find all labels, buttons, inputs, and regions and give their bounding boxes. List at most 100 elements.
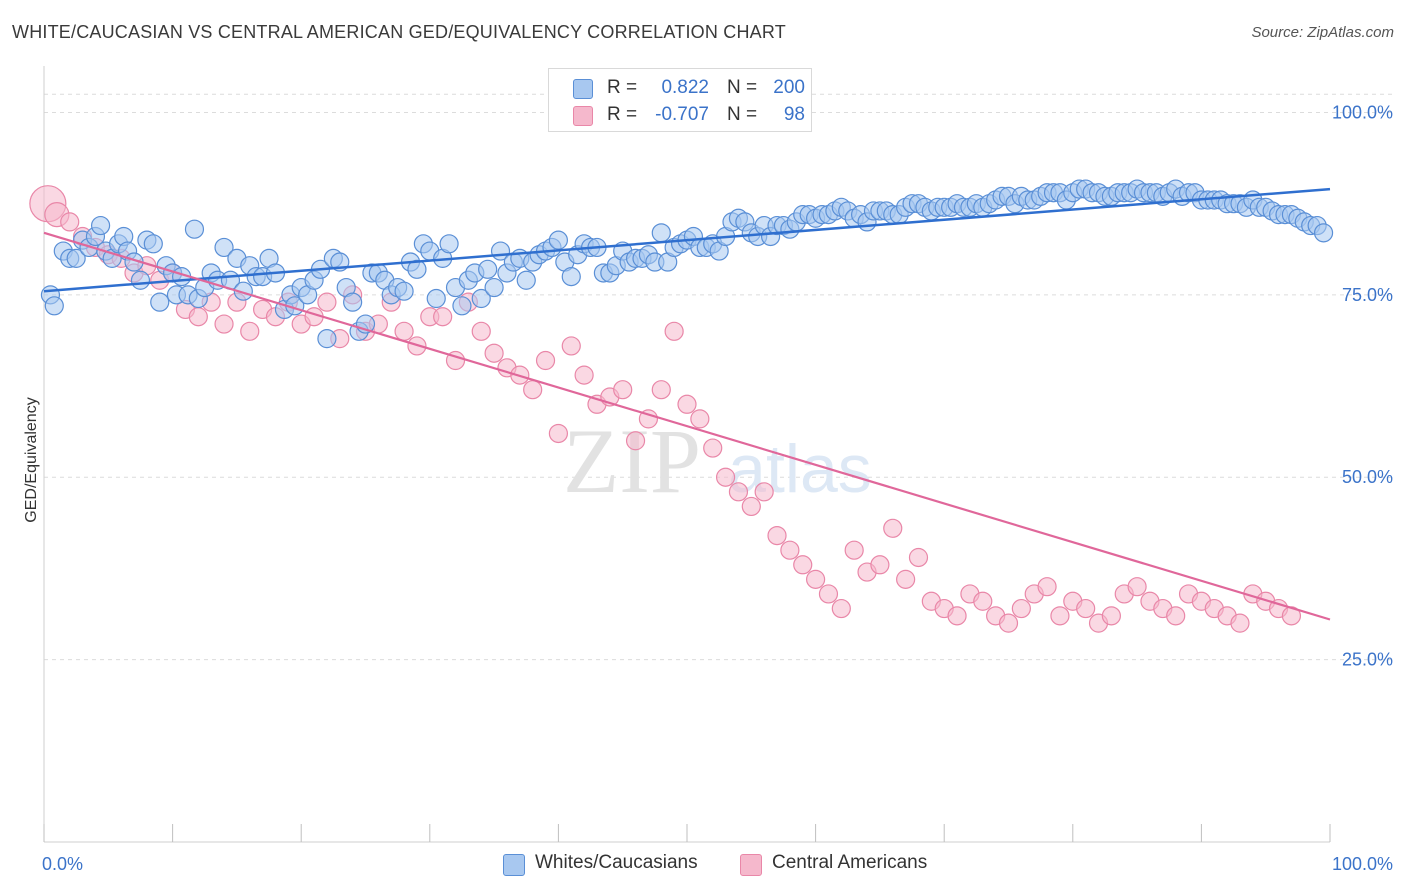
y-tick-label: 100.0% <box>1332 102 1393 122</box>
central-point <box>1230 613 1250 633</box>
white-point <box>516 270 536 290</box>
central-point <box>664 321 684 341</box>
series-swatch-central <box>740 854 762 876</box>
central-point <box>728 482 749 502</box>
white-point <box>143 234 163 254</box>
central-americans-points <box>29 185 1302 633</box>
white-point <box>561 267 581 287</box>
central-point <box>651 380 671 400</box>
central-point <box>1011 598 1031 619</box>
central-point <box>677 394 697 414</box>
central-point <box>60 212 80 232</box>
central-point <box>548 423 569 444</box>
central-point <box>1127 577 1147 597</box>
legend-n-label: N = <box>727 104 758 125</box>
stats-legend: R = 0.822 N = 200 R = -0.707 N = 98 <box>548 68 812 132</box>
central-point <box>780 540 800 560</box>
chart-title: WHITE/CAUCASIAN VS CENTRAL AMERICAN GED/… <box>12 22 786 42</box>
series-legend: Whites/Caucasians Central Americans <box>0 852 1406 878</box>
legend-row-central: R = -0.707 N = 98 <box>549 102 811 128</box>
white-point <box>184 219 205 239</box>
legend-n-value: 98 <box>783 104 805 125</box>
central-point <box>523 380 543 400</box>
legend-r-value: -0.707 <box>655 104 709 125</box>
white-point <box>44 296 64 316</box>
central-point <box>188 307 208 327</box>
central-point <box>793 555 813 575</box>
source-label: Source: ZipAtlas.com <box>1251 24 1394 41</box>
central-point <box>394 321 414 341</box>
watermark-zip: ZIP <box>563 410 701 512</box>
central-point <box>703 438 723 458</box>
white-point <box>317 329 337 349</box>
legend-row-whites: R = 0.822 N = 200 <box>549 75 811 101</box>
central-point <box>870 555 890 575</box>
central-point <box>973 591 993 611</box>
central-point <box>625 431 646 451</box>
white-point <box>394 281 414 301</box>
x-tick-label: 0.0% <box>42 854 83 874</box>
central-point <box>1101 606 1121 626</box>
whites-trend-line <box>43 187 1331 293</box>
central-trend-line <box>43 231 1331 621</box>
legend-r-label: R = <box>607 104 638 125</box>
legend-r-label: R = <box>607 77 638 98</box>
whites-points <box>40 179 1334 349</box>
white-point <box>407 259 427 279</box>
central-point <box>831 598 851 619</box>
legend-swatch-whites <box>573 79 593 99</box>
central-point <box>240 321 260 341</box>
central-point <box>715 467 736 487</box>
y-axis-title: GED/Equivalency <box>23 397 40 522</box>
central-point <box>741 496 761 517</box>
white-point <box>214 237 234 258</box>
y-tick-label: 50.0% <box>1342 467 1393 487</box>
central-point <box>1076 598 1096 619</box>
central-point <box>484 343 504 363</box>
central-point <box>896 569 916 589</box>
central-point <box>690 409 710 429</box>
legend-swatch-central <box>573 106 593 126</box>
series-swatch-whites <box>503 854 525 876</box>
central-point <box>767 525 787 546</box>
central-point <box>1166 606 1186 626</box>
central-point <box>883 518 903 538</box>
central-point <box>317 292 337 312</box>
central-point <box>1037 577 1057 597</box>
central-point <box>574 365 594 385</box>
white-point <box>471 288 491 309</box>
series-label-central: Central Americans <box>772 852 928 873</box>
central-point <box>1050 606 1070 626</box>
axis-labels: 25.0% 50.0% 75.0% 100.0% 0.0% 100.0% GED/Equiv… <box>23 102 1393 874</box>
white-point <box>484 277 504 298</box>
white-point <box>150 292 170 312</box>
legend-n-value: 200 <box>773 77 805 98</box>
series-label-whites: Whites/Caucasians <box>535 852 698 873</box>
white-point <box>548 230 569 250</box>
white-point <box>478 259 498 279</box>
white-point <box>130 270 151 290</box>
central-point <box>561 336 581 356</box>
watermark: ZIP atlas <box>563 410 872 512</box>
central-point <box>818 584 839 604</box>
y-tick-label: 25.0% <box>1342 650 1393 670</box>
white-point <box>426 288 446 309</box>
central-point <box>754 482 774 502</box>
central-point <box>908 547 929 568</box>
x-tick-label: 100.0% <box>1332 854 1393 874</box>
white-point <box>651 223 671 243</box>
central-point <box>613 380 633 400</box>
white-point <box>66 248 86 268</box>
legend-n-label: N = <box>727 77 758 98</box>
central-point <box>433 307 453 327</box>
central-point <box>535 350 556 371</box>
white-point <box>343 292 363 312</box>
central-point <box>638 409 659 429</box>
central-point <box>214 314 234 334</box>
y-tick-label: 75.0% <box>1342 285 1393 305</box>
legend-r-value: 0.822 <box>661 77 709 98</box>
central-point <box>844 540 864 560</box>
central-point <box>947 606 967 626</box>
central-point <box>805 569 826 589</box>
